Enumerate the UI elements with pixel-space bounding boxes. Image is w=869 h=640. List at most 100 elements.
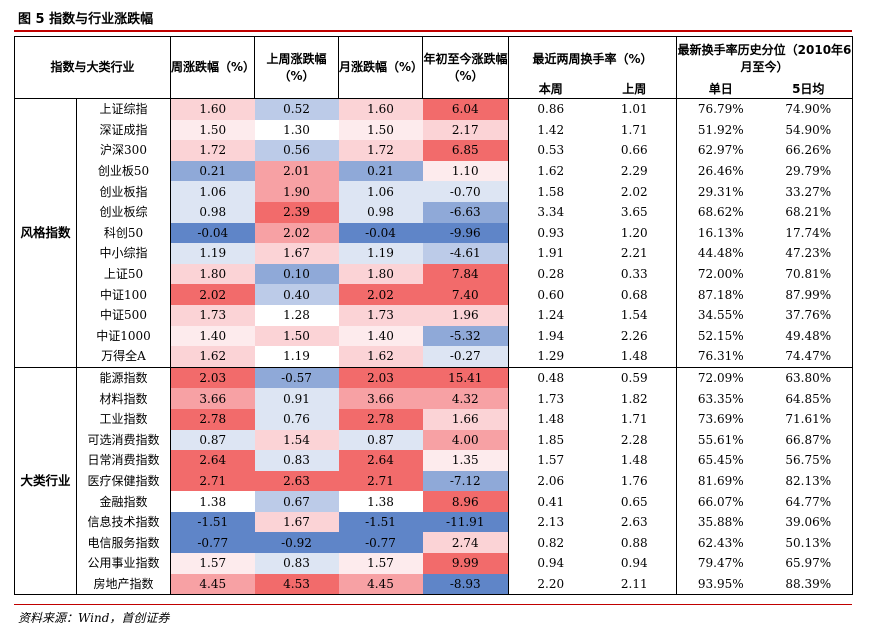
row-name: 上证综指 (76, 98, 172, 120)
row-name: 上证50 (76, 263, 172, 285)
last-week-change-cell: 0.56 (254, 140, 339, 161)
row-name: 创业板指 (76, 181, 172, 202)
percentile-avg-cell: 54.90% (764, 119, 854, 141)
row-name: 材料指数 (76, 388, 172, 409)
percentile-avg-cell: 39.06% (764, 511, 854, 533)
week-change-cell: 1.57 (170, 553, 255, 574)
table-row: 可选消费指数 0.87 1.54 0.87 4.00 1.85 2.28 55.61% 66.8… (15, 429, 854, 451)
week-change-cell: 1.50 (170, 119, 255, 141)
turnover-last-week-cell: 0.88 (592, 532, 678, 554)
ytd-change-cell: 7.84 (422, 263, 510, 285)
turnover-last-week-cell: 0.65 (592, 491, 678, 512)
turnover-this-week-cell: 0.82 (537, 535, 565, 550)
turnover-last-week-cell: 0.94 (592, 553, 678, 574)
week-change-cell: 2.64 (170, 450, 255, 471)
turnover-this-week-cell: 1.24 (537, 308, 565, 323)
turnover-this-week-cell: 0.93 (537, 225, 565, 240)
week-change-cell: 3.66 (170, 388, 255, 409)
last-week-change-cell: 1.67 (254, 243, 339, 264)
ytd-change-cell: 1.35 (422, 450, 510, 471)
last-week-change-cell: 0.91 (254, 388, 339, 409)
ytd-change-cell: -6.63 (422, 201, 510, 223)
percentile-day-cell: 63.35% (697, 391, 744, 406)
header-index-industry: 指数与大类行业 (13, 36, 172, 99)
percentile-day-cell: 76.79% (697, 102, 744, 117)
table-body: 风格指数 上证综指 1.60 0.52 1.60 6.04 0.86 1.01 76.79% 74… (14, 98, 854, 596)
percentile-day-cell: 62.43% (697, 535, 744, 550)
percentile-day-cell: 66.07% (697, 494, 744, 509)
last-week-change-cell: 2.63 (254, 470, 339, 492)
row-name: 可选消费指数 (76, 429, 172, 451)
ytd-change-cell: -0.70 (422, 181, 510, 202)
index-industry-table: 指数与大类行业 周涨跌幅（%） 上周涨跌幅（%） 月涨跌幅（%） 年初至今涨跌幅… (13, 36, 854, 596)
row-name: 中证100 (76, 284, 172, 305)
week-change-cell: 0.21 (170, 160, 255, 182)
turnover-last-week-cell: 2.21 (592, 243, 678, 264)
table-row: 信息技术指数 -1.51 1.67 -1.51 -11.91 2.13 2.63 35.88%… (15, 511, 854, 533)
ytd-change-cell: 2.17 (422, 119, 510, 141)
percentile-avg-cell: 64.77% (764, 491, 854, 512)
week-change-cell: -0.77 (170, 532, 255, 554)
turnover-this-week-cell: 2.06 (537, 473, 565, 488)
table-row: 中证1000 1.40 1.50 1.40 -5.32 1.94 2.26 52.15% 49.… (15, 325, 854, 347)
turnover-last-week-cell: 1.71 (592, 119, 678, 141)
month-change-cell: 1.72 (338, 140, 423, 161)
turnover-last-week-cell: 0.66 (592, 140, 678, 161)
turnover-this-week-cell: 1.85 (537, 432, 565, 447)
row-name: 中证1000 (76, 325, 172, 347)
ytd-change-cell: 6.85 (422, 140, 510, 161)
header-month-change: 月涨跌幅（%） (338, 36, 423, 99)
month-change-cell: 1.40 (338, 325, 423, 347)
table-row: 大类行业 能源指数 2.03 -0.57 2.03 15.41 0.48 0.59 72.09%… (14, 366, 854, 596)
last-week-change-cell: 1.30 (283, 122, 310, 137)
turnover-last-week-cell: 0.33 (592, 263, 678, 285)
turnover-this-week-cell: 0.86 (537, 102, 565, 117)
turnover-this-week-cell: 0.48 (508, 366, 593, 389)
row-name: 房地产指数 (76, 573, 172, 596)
row-name: 日常消费指数 (76, 450, 172, 471)
row-name: 深证成指 (76, 119, 172, 141)
ytd-change-cell: -0.27 (422, 346, 510, 368)
row-name: 医疗保健指数 (76, 470, 172, 492)
table-row: 上证50 1.80 0.10 1.80 7.84 0.28 0.33 72.00% 70.81% (15, 263, 854, 285)
week-change-cell: 2.71 (170, 470, 255, 492)
header-last-week: 上周 (592, 81, 678, 99)
week-change-cell: 0.98 (170, 201, 255, 223)
ytd-change-cell: 1.96 (422, 304, 510, 326)
turnover-last-week-cell: 1.82 (592, 388, 678, 409)
turnover-this-week-cell: 0.94 (537, 556, 565, 571)
last-week-change-cell: 1.90 (254, 181, 339, 202)
month-change-cell: 2.02 (338, 284, 423, 305)
turnover-this-week-cell: 0.60 (537, 287, 565, 302)
header-last-week-change: 上周涨跌幅（%） (254, 36, 340, 99)
ytd-change-cell: -11.91 (422, 511, 510, 533)
row-name: 沪深300 (76, 140, 172, 161)
percentile-day-cell: 44.48% (697, 246, 744, 261)
week-change-cell: 1.19 (170, 243, 255, 264)
percentile-avg-cell: 56.75% (764, 450, 854, 471)
month-change-cell: 2.03 (338, 366, 423, 389)
row-name: 金融指数 (76, 491, 172, 512)
turnover-this-week-cell: 1.94 (537, 328, 565, 343)
week-change-cell: 4.45 (170, 573, 255, 596)
percentile-avg-cell: 63.80% (764, 366, 854, 389)
percentile-avg-cell: 50.13% (764, 532, 854, 554)
percentile-avg-cell: 88.39% (764, 573, 854, 596)
ytd-change-cell: -4.61 (422, 243, 510, 264)
percentile-day-cell: 79.47% (697, 556, 744, 571)
month-change-cell: -1.51 (338, 511, 423, 533)
percentile-day-cell: 72.09% (676, 366, 765, 389)
month-change-cell: 1.38 (367, 494, 394, 509)
month-change-cell: 1.50 (338, 119, 423, 141)
header-turnover-percentile: 最新换手率历史分位（2010年6月至今） (676, 36, 854, 81)
turnover-last-week-cell: 2.26 (592, 325, 678, 347)
percentile-day-cell: 73.69% (697, 412, 744, 427)
percentile-avg-cell: 70.81% (764, 263, 854, 285)
last-week-change-cell: 0.76 (254, 408, 339, 430)
turnover-last-week-cell: 2.28 (592, 429, 678, 451)
last-week-change-cell: 0.10 (254, 263, 339, 285)
last-week-change-cell: 1.19 (254, 346, 339, 368)
row-name: 中小综指 (76, 243, 172, 264)
source-note: 资料来源：Wind，首创证券 (18, 611, 170, 625)
percentile-day-cell: 34.55% (697, 308, 744, 323)
